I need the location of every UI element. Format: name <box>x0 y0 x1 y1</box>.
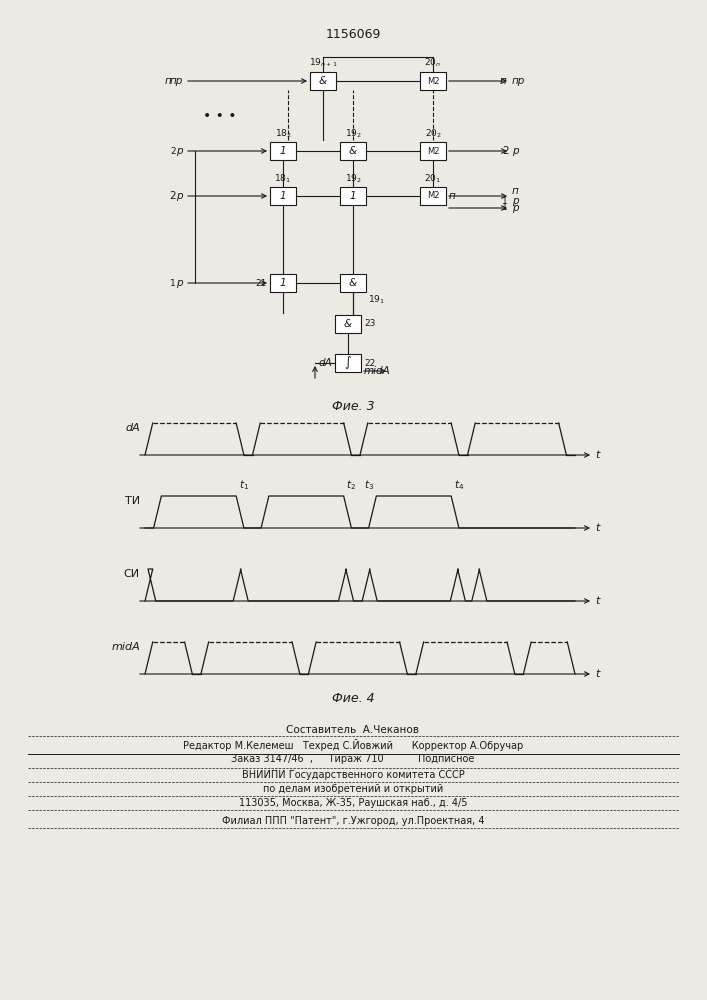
Text: dA: dA <box>125 423 140 433</box>
Text: 1: 1 <box>280 278 286 288</box>
Bar <box>310 72 336 90</box>
Text: по делам изобретений и открытий: по делам изобретений и открытий <box>263 784 443 794</box>
Text: пр: пр <box>170 76 183 86</box>
Text: Филиал ППП "Патент", г.Ужгород, ул.Проектная, 4: Филиал ППП "Патент", г.Ужгород, ул.Проек… <box>222 816 484 826</box>
Text: midA: midA <box>111 642 140 652</box>
Text: 23: 23 <box>364 320 375 328</box>
Text: п: п <box>500 76 507 86</box>
Text: midA: midA <box>364 366 391 376</box>
Bar <box>270 274 296 292</box>
Bar <box>270 142 296 160</box>
Text: $18_1$: $18_1$ <box>274 172 291 185</box>
Text: п: п <box>164 76 171 86</box>
Bar <box>420 142 446 160</box>
Text: $19_2$: $19_2$ <box>344 172 361 185</box>
Text: &: & <box>349 146 357 156</box>
Bar <box>340 274 366 292</box>
Text: Фие. 4: Фие. 4 <box>332 692 374 705</box>
Text: $19_2$: $19_2$ <box>344 127 361 140</box>
Bar <box>420 72 446 90</box>
Text: ∫: ∫ <box>345 357 351 369</box>
Text: 21: 21 <box>256 278 267 288</box>
Text: &: & <box>344 319 352 329</box>
Text: СИ: СИ <box>124 569 140 579</box>
Text: ВНИИПИ Государственного комитета СССР: ВНИИПИ Государственного комитета СССР <box>242 770 464 780</box>
Text: &: & <box>349 278 357 288</box>
Text: t: t <box>595 523 600 533</box>
Text: Заказ 3147/46  ,     Тираж 710           Подписное: Заказ 3147/46 , Тираж 710 Подписное <box>231 754 474 764</box>
Text: $20_n$: $20_n$ <box>424 56 442 69</box>
Text: 1: 1 <box>280 191 286 201</box>
Text: 1: 1 <box>502 204 508 213</box>
Text: 22: 22 <box>364 359 375 367</box>
Text: $18_2$: $18_2$ <box>274 127 291 140</box>
Text: п: п <box>449 191 456 201</box>
Text: $19_1$: $19_1$ <box>368 294 385 306</box>
Text: р: р <box>176 191 183 201</box>
Text: 1: 1 <box>502 196 508 206</box>
Text: $t_2$: $t_2$ <box>346 478 356 492</box>
Text: 113035, Москва, Ж-35, Раушская наб., д. 4/5: 113035, Москва, Ж-35, Раушская наб., д. … <box>239 798 467 808</box>
Text: t: t <box>595 596 600 606</box>
Text: ТИ: ТИ <box>125 496 140 506</box>
Text: р: р <box>512 203 519 213</box>
Text: 2: 2 <box>502 146 508 156</box>
Text: р: р <box>176 146 183 156</box>
Text: • • •: • • • <box>203 109 237 123</box>
Text: Редактор М.Келемеш   Техред С.Йовжий      Корректор А.Обручар: Редактор М.Келемеш Техред С.Йовжий Корре… <box>183 739 523 751</box>
Bar <box>340 187 366 205</box>
Bar <box>420 187 446 205</box>
Text: dA: dA <box>318 358 332 368</box>
Text: 1: 1 <box>350 191 356 201</box>
Text: t: t <box>595 669 600 679</box>
Text: 2: 2 <box>170 191 176 201</box>
Text: M2: M2 <box>427 146 439 155</box>
Text: 1156069: 1156069 <box>325 28 380 41</box>
Text: t: t <box>595 450 600 460</box>
Bar <box>335 354 361 372</box>
Text: р: р <box>512 146 519 156</box>
Bar <box>270 187 296 205</box>
Text: $19_{n+1}$: $19_{n+1}$ <box>309 56 337 69</box>
Bar <box>340 142 366 160</box>
Text: $20_1$: $20_1$ <box>424 172 441 185</box>
Text: п: п <box>512 186 519 196</box>
Text: 1: 1 <box>170 278 176 288</box>
Text: Составитель  А.Чеканов: Составитель А.Чеканов <box>286 725 419 735</box>
Text: M2: M2 <box>427 77 439 86</box>
Text: M2: M2 <box>427 192 439 200</box>
Text: $t_4$: $t_4$ <box>454 478 464 492</box>
Text: р: р <box>512 196 519 206</box>
Text: 2: 2 <box>170 146 176 155</box>
Text: $t_3$: $t_3$ <box>363 478 374 492</box>
Text: &: & <box>319 76 327 86</box>
Text: 1: 1 <box>280 146 286 156</box>
Text: Фие. 3: Фие. 3 <box>332 400 374 413</box>
Text: $t_1$: $t_1$ <box>239 478 249 492</box>
Text: $20_2$: $20_2$ <box>424 127 441 140</box>
Text: пр: пр <box>512 76 525 86</box>
Text: р: р <box>176 278 183 288</box>
Bar <box>335 315 361 333</box>
